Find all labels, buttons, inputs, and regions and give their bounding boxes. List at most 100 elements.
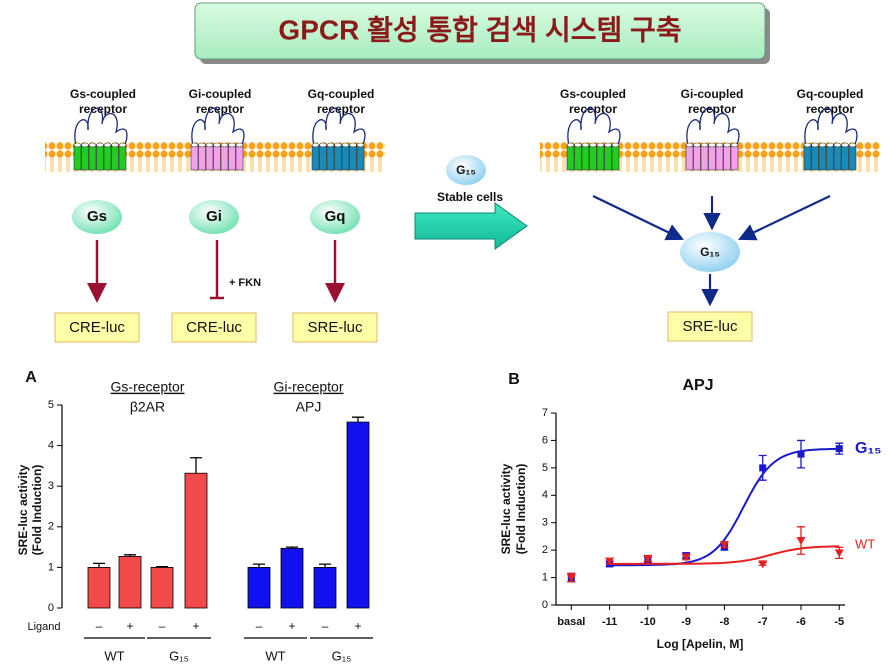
chart-title: APJ: [682, 377, 713, 394]
helix: [356, 144, 365, 171]
helix: [228, 144, 236, 171]
x-tick-label: -9: [681, 616, 691, 628]
x-tick-label: -8: [720, 616, 730, 628]
receptor-loops: [312, 107, 366, 147]
ligand-label: Ligand: [27, 621, 60, 633]
reporter-label: CRE-luc: [69, 319, 125, 336]
y-axis-label: (Fold Induction): [30, 465, 44, 556]
receptor-label: Gs-coupled: [70, 87, 136, 101]
helix-top: [205, 142, 214, 148]
reporter-label: SRE-luc: [307, 319, 363, 336]
error-bar: [190, 457, 202, 474]
helix-top: [581, 142, 590, 148]
point: [834, 549, 844, 558]
y-tick-label: 2: [48, 521, 54, 533]
helix-top: [723, 142, 731, 148]
helix-top: [349, 142, 357, 148]
g-protein-label: Gs: [87, 208, 107, 225]
helix: [611, 144, 620, 171]
helix-top: [319, 142, 327, 148]
helix-top: [341, 142, 350, 148]
big-arrow: [414, 202, 528, 250]
receptor-loops: [191, 107, 245, 147]
g-protein-label: Gq: [325, 208, 346, 225]
y-axis-label: (Fold Induction): [514, 464, 528, 555]
bar: [184, 472, 208, 609]
group-label: WT: [265, 648, 285, 663]
x-tick-label: –: [159, 619, 166, 633]
x-tick-label: +: [288, 619, 295, 633]
panel-letter: A: [25, 369, 37, 386]
helix-top: [566, 142, 575, 148]
helix: [848, 144, 857, 171]
helix-top: [198, 142, 206, 148]
helix: [841, 144, 849, 171]
y-tick-label: 5: [48, 399, 54, 411]
helix: [700, 144, 709, 171]
point: [566, 574, 576, 583]
arrow: [592, 195, 684, 241]
receptor-label: Gq-coupled: [308, 87, 375, 101]
point: [719, 541, 729, 550]
legend-label: WT: [855, 536, 875, 551]
y-tick-label: 3: [542, 517, 548, 529]
helix: [693, 144, 701, 171]
helix-top: [604, 142, 612, 148]
bar: [280, 547, 304, 609]
helix-top: [693, 142, 701, 148]
panel-letter: B: [508, 371, 520, 388]
y-tick-label: 5: [542, 462, 548, 474]
helix-top: [81, 142, 89, 148]
g-protein: [189, 200, 239, 234]
helix: [818, 144, 827, 171]
bar: [313, 567, 337, 609]
receptor-label: Gs-coupled: [560, 87, 626, 101]
helix-top: [589, 142, 597, 148]
x-tick-label: -10: [640, 616, 656, 628]
y-tick-label: 0: [48, 602, 54, 614]
helix: [604, 144, 612, 171]
x-axis-label: Log [Apelin, M]: [657, 637, 744, 651]
x-tick-label: basal: [557, 616, 585, 628]
group-label: G₁₅: [332, 648, 352, 663]
helix-top: [326, 142, 335, 148]
g-protein: [680, 232, 740, 272]
title: GPCR 활성 통합 검색 시스템 구축: [278, 14, 681, 45]
receptor-label: Gi-coupled: [189, 87, 252, 101]
y-tick-label: 4: [48, 440, 54, 452]
helix-top: [118, 142, 127, 148]
helix-top: [235, 142, 244, 148]
helix-top: [111, 142, 119, 148]
helix: [715, 144, 724, 171]
helix: [220, 144, 229, 171]
helix-top: [103, 142, 112, 148]
helix-top: [715, 142, 724, 148]
helix-top: [228, 142, 236, 148]
panel-subtitle: APJ: [296, 399, 322, 415]
y-tick-label: 3: [48, 480, 54, 492]
helix-top: [88, 142, 97, 148]
g-protein-label: G₁₅: [456, 163, 476, 177]
receptor-loops: [686, 107, 740, 147]
y-tick-label: 1: [48, 561, 54, 573]
helix-top: [213, 142, 221, 148]
note: + FKN: [229, 277, 261, 289]
panel-subtitle: β2AR: [130, 399, 165, 415]
bar: [87, 567, 111, 609]
helix: [205, 144, 214, 171]
stable-cells-label: Stable cells: [437, 190, 503, 204]
helix: [81, 144, 89, 171]
y-axis-label: SRE-luc activity: [16, 464, 30, 555]
helix-top: [826, 142, 834, 148]
helix: [574, 144, 582, 171]
receptor-label: receptor: [196, 102, 244, 116]
helix-top: [611, 142, 620, 148]
g-protein: [446, 155, 486, 185]
helix: [833, 144, 842, 171]
point: [797, 450, 805, 458]
helix-top: [311, 142, 320, 148]
point: [796, 537, 806, 546]
point: [643, 554, 653, 563]
error-bar: [253, 563, 265, 568]
